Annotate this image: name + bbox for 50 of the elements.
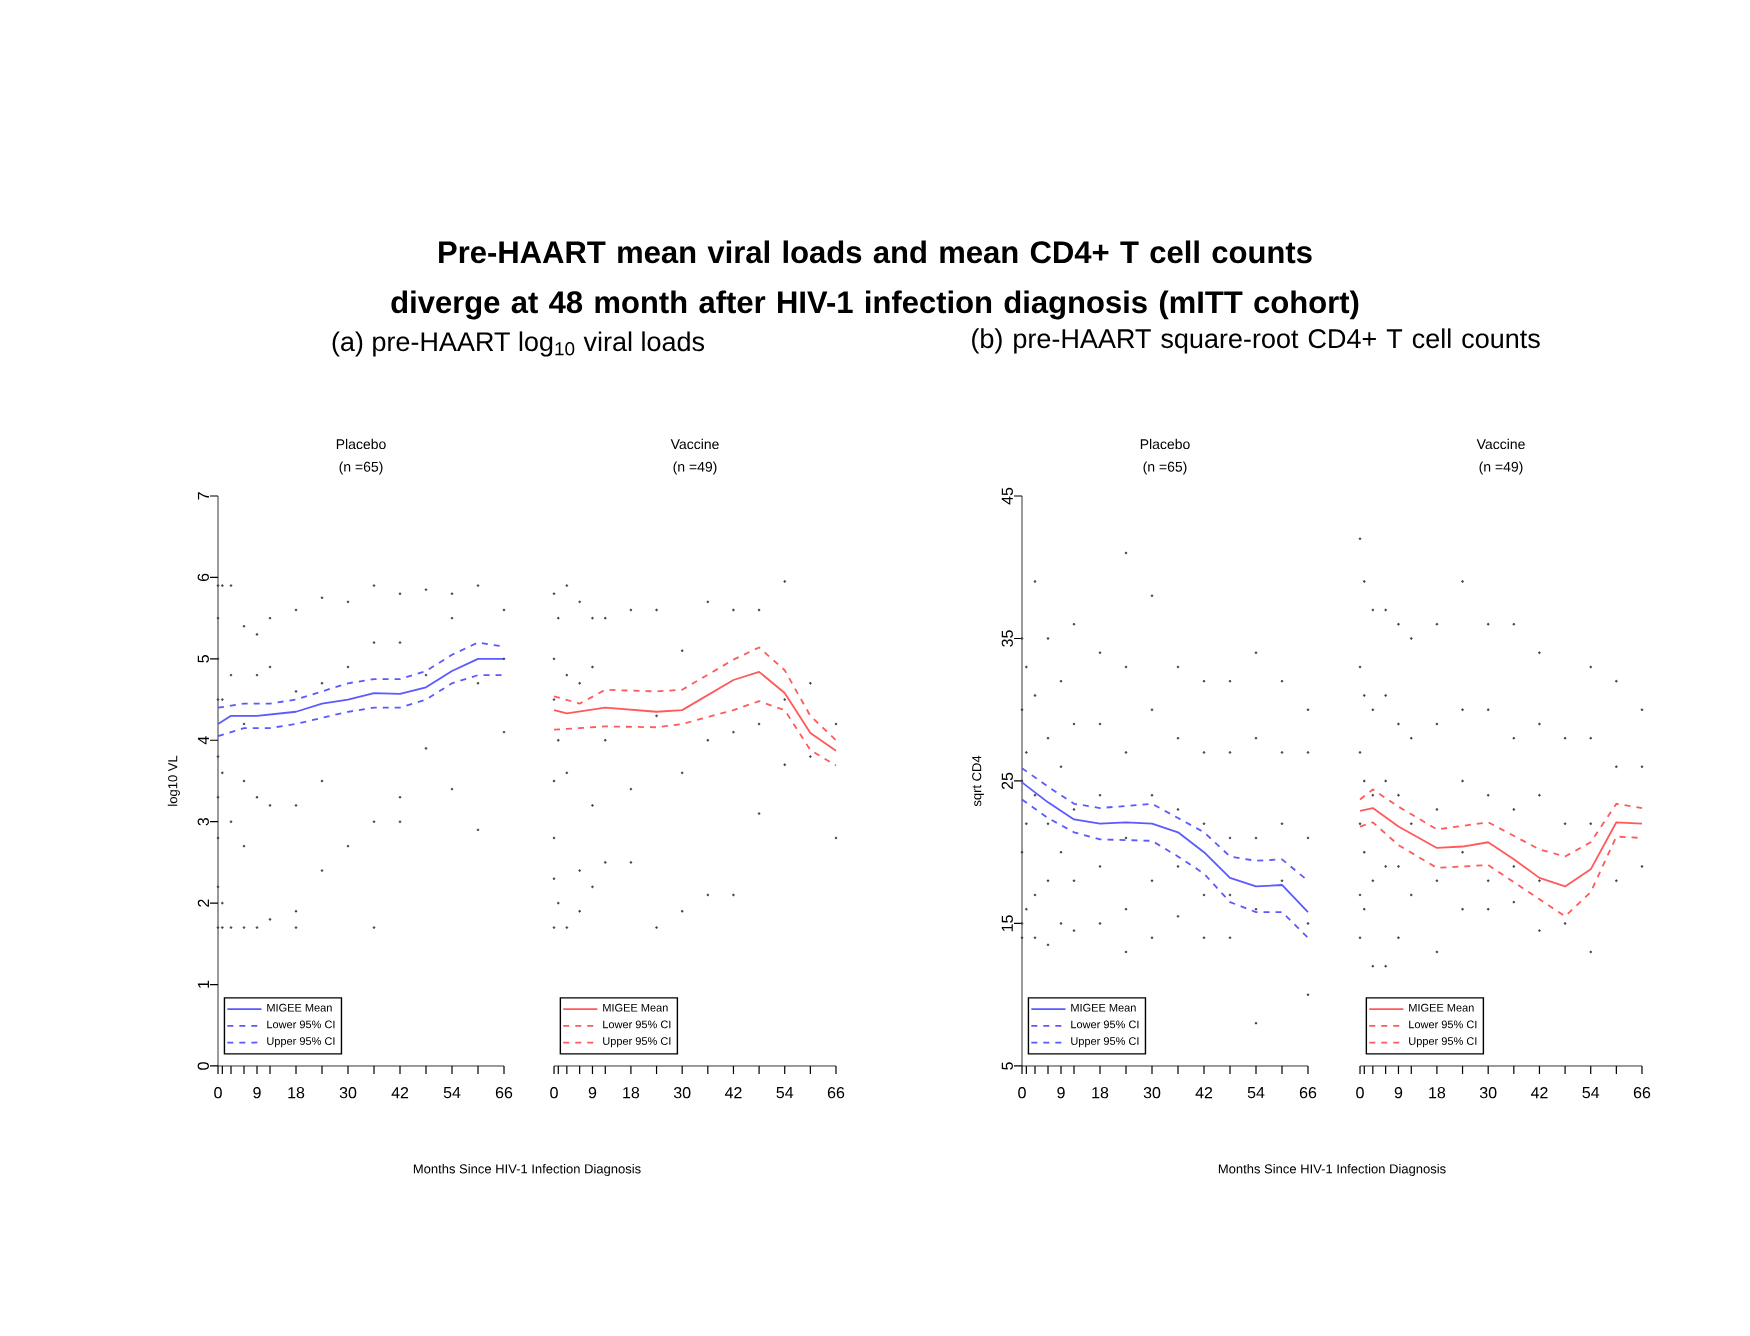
y-tick-label: 3 xyxy=(197,817,209,826)
x-tick-label: 42 xyxy=(724,1087,742,1099)
x-tick-label: 42 xyxy=(1195,1087,1213,1099)
y-tick-label: 7 xyxy=(197,492,209,500)
x-tick-label: 18 xyxy=(1429,1087,1446,1099)
text: (b) pre-HAART square-root CD4+ T cell counts xyxy=(972,328,1540,354)
x-tick-label: 9 xyxy=(588,1087,597,1099)
x-tick-label: 18 xyxy=(623,1087,640,1099)
x-tick-label: 54 xyxy=(443,1087,461,1099)
x-tick-label: 30 xyxy=(1479,1087,1497,1099)
x-tick-label: 0 xyxy=(550,1087,558,1099)
x-tick-label: 66 xyxy=(495,1087,513,1099)
text: Pre-HAART mean viral loads and mean CD4+ T cell counts diverge at 48 month after HIV-1 infection diagnosis (mITT cohort) xyxy=(391,240,1359,320)
y-tick-label: 6 xyxy=(197,573,209,582)
x-tick-label: 0 xyxy=(1018,1087,1026,1099)
x-tick-label: 54 xyxy=(1247,1087,1265,1099)
x-tick-label: 9 xyxy=(1057,1087,1065,1099)
x-tick-label: 66 xyxy=(1633,1087,1651,1099)
x-tick-label: 30 xyxy=(339,1087,357,1099)
y-tick-label: 5 xyxy=(1001,1062,1013,1070)
x-tick-label: 30 xyxy=(673,1087,691,1099)
y-tick-label: 45 xyxy=(1001,487,1013,505)
x-tick-label: 9 xyxy=(253,1087,261,1099)
y-tick-label: 4 xyxy=(197,736,209,745)
y-tick-label: 1 xyxy=(197,980,209,988)
x-tick-label: 9 xyxy=(1394,1087,1403,1099)
x-tick-label: 54 xyxy=(1582,1087,1600,1099)
line-series xyxy=(217,641,505,709)
line-series xyxy=(217,657,505,725)
x-tick-label: 18 xyxy=(288,1087,305,1099)
x-tick-label: 66 xyxy=(1299,1087,1317,1099)
y-tick-label: 25 xyxy=(1001,772,1013,790)
y-tick-label: 15 xyxy=(1001,915,1013,932)
x-tick-label: 30 xyxy=(1143,1087,1161,1099)
x-tick-label: 54 xyxy=(776,1087,794,1099)
line-series xyxy=(1021,767,1309,882)
y-tick-label: 5 xyxy=(197,655,209,663)
line-series xyxy=(1021,781,1309,913)
y-tick-label: 0 xyxy=(197,1062,209,1070)
y-tick-label: 2 xyxy=(197,899,209,907)
x-tick-label: 0 xyxy=(1356,1087,1364,1099)
text: (a) pre-HAART log$_{10}$ viral loads xyxy=(332,331,705,357)
x-tick-label: 42 xyxy=(391,1087,409,1099)
line-series xyxy=(1021,798,1309,939)
x-tick-label: 66 xyxy=(827,1087,845,1099)
x-tick-label: 42 xyxy=(1530,1087,1548,1099)
y-tick-label: 35 xyxy=(1001,630,1013,647)
line-series xyxy=(217,674,505,738)
x-tick-label: 0 xyxy=(214,1087,222,1099)
x-tick-label: 18 xyxy=(1092,1087,1109,1099)
